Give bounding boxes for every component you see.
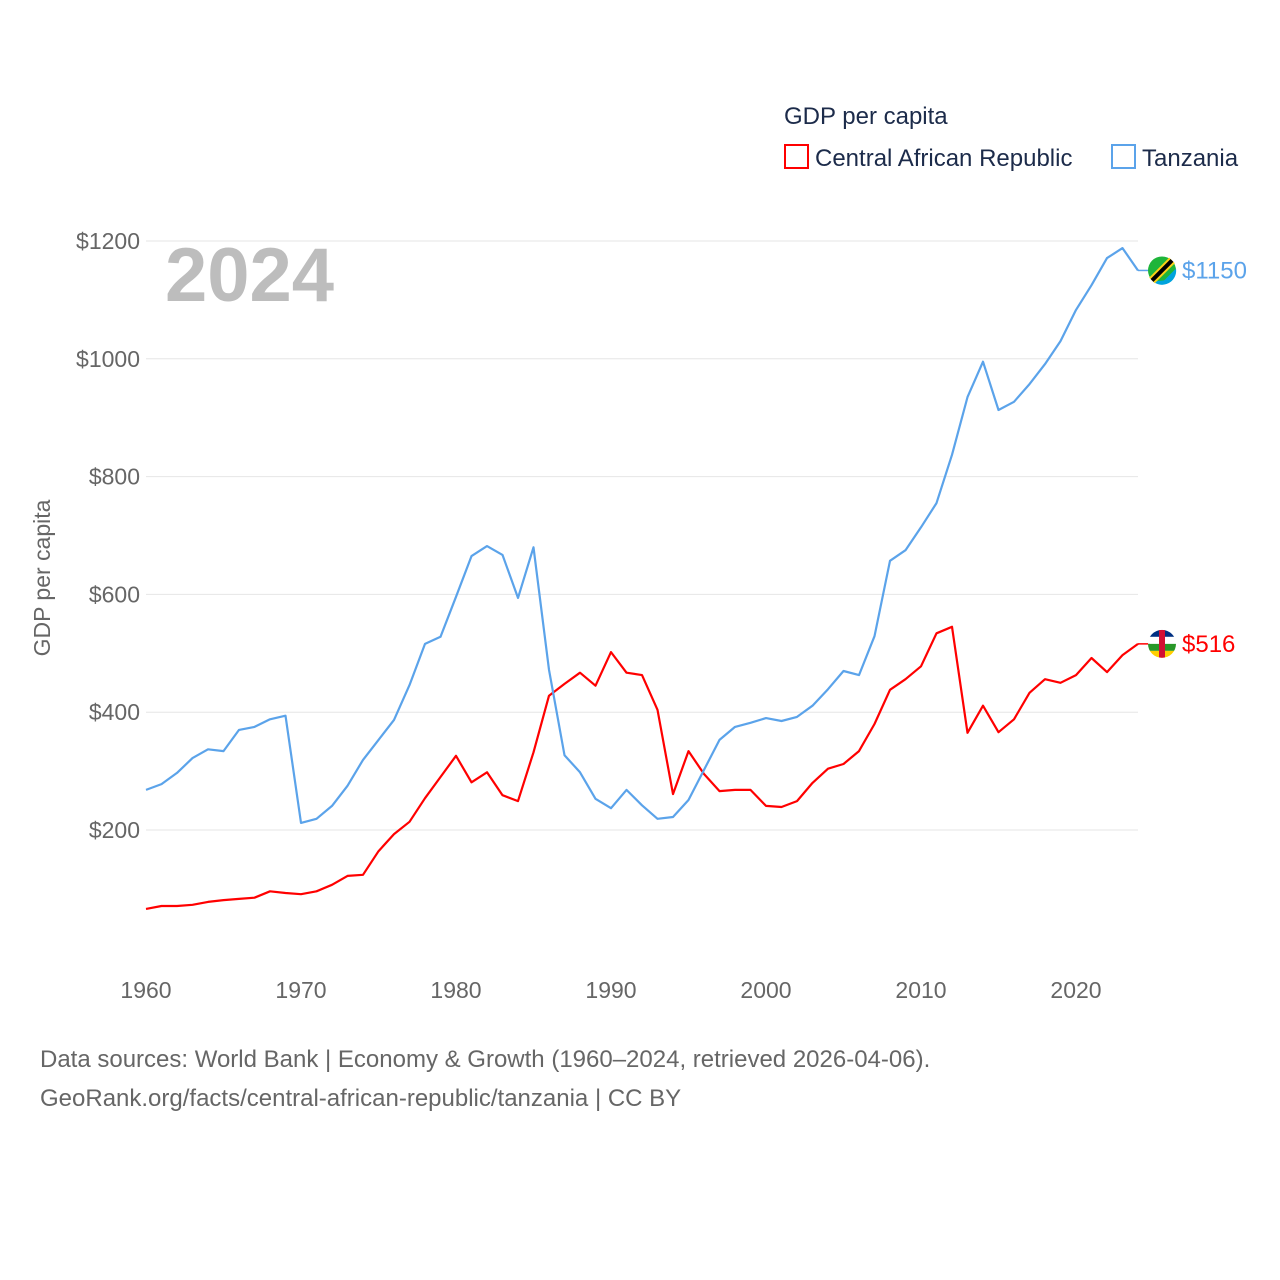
x-tick-label: 1960 [120,977,171,1003]
legend-label-tanzania[interactable]: Tanzania [1142,145,1239,172]
y-tick-label: $200 [89,817,140,843]
end-value-label: $516 [1182,631,1235,658]
y-tick-label: $1000 [76,346,140,372]
gridlines [146,240,1138,831]
y-tick-label: $600 [89,581,140,607]
y-tick-label: $400 [89,699,140,725]
x-tick-label: 2020 [1050,977,1101,1003]
y-tick-label: $1200 [76,228,140,254]
y-axis-label: GDP per capita [29,499,55,656]
x-tick-label: 1990 [585,977,636,1003]
end-value-label: $1150 [1182,257,1247,284]
footer-sources: Data sources: World Bank | Economy & Gro… [40,1046,931,1073]
tanzania-flag-icon [1148,256,1177,285]
year-label: 2024 [165,233,334,318]
legend-title: GDP per capita [784,103,948,130]
y-tick-label: $800 [89,464,140,490]
x-tick-label: 1970 [275,977,326,1003]
y-axis-ticks: $200 $400 $600 $800 $1000 $1200 [76,228,140,843]
series-line-tanzania[interactable] [145,247,1139,825]
legend: GDP per capita Central African Republic … [784,103,1239,172]
x-axis-ticks: 1960 1970 1980 1990 2000 2010 2020 [120,977,1101,1003]
car-flag-icon [1148,629,1176,658]
legend-swatch-car[interactable] [784,144,809,169]
footer-link[interactable]: GeoRank.org/facts/central-african-republ… [40,1085,682,1112]
x-tick-label: 1980 [430,977,481,1003]
x-tick-label: 2010 [895,977,946,1003]
series-lines [145,247,1139,910]
legend-label-car[interactable]: Central African Republic [815,145,1072,172]
series-end-markers: $516 $1150 [1138,256,1247,658]
legend-swatch-tanzania[interactable] [1111,144,1136,169]
series-line-car[interactable] [145,625,1139,910]
x-tick-label: 2000 [740,977,791,1003]
